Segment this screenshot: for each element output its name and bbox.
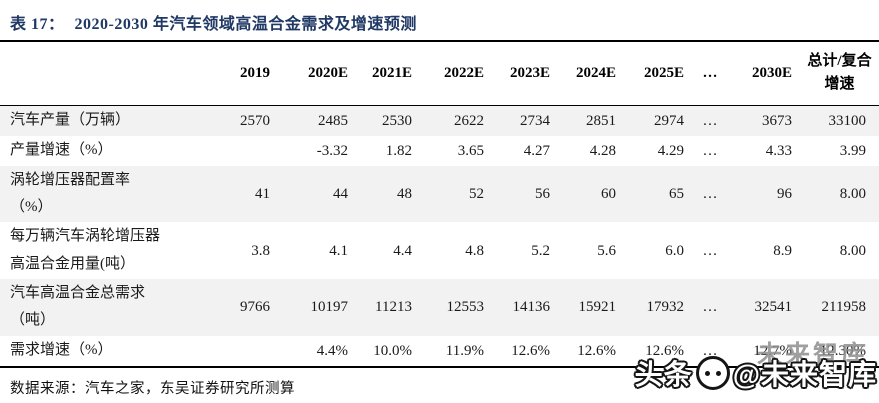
data-cell: 41 [255,186,270,203]
table-row: 产量增速（%） -3.32 1.82 3.65 4.27 4.28 4.29 … 4.33 3.9… [0,136,879,166]
table-title: 表 17： 2020-2030 年汽车领域高温合金需求及增速预测 [0,0,879,42]
data-cell: 3.65 [457,142,484,159]
data-cell: 56 [535,186,550,203]
source-note: 数据来源：汽车之家，东吴证券研究所测算 [10,380,295,397]
data-cell: 6.0 [665,242,684,259]
data-cell: 9766 [240,299,270,316]
row-label: 产量增速（%） [10,142,113,159]
watermark-suffix-text: @未来智库 [732,359,877,390]
data-cell: 3.99 [839,142,866,159]
data-cell: 4.28 [589,142,616,159]
data-cell: 8.00 [839,186,866,203]
data-cell: … [702,186,718,203]
column-header: 2030E [728,42,800,106]
corner-cell [0,42,218,106]
column-header: 2020E [278,42,356,106]
data-cell: 3673 [762,112,792,129]
column-header: 2021E [356,42,420,106]
watermark: 头条 @未来智库 [635,353,877,393]
data-cell: … [702,342,718,359]
header-row: 2019 2020E 2021E 2022E 2023E 2024E 2025E… 2030E… [0,42,879,106]
table-row: 需求增速（%） 4.4% 10.0% 11.9% 12.6% 12.6% 12.6% … 12.… [0,336,879,367]
watermark-ghost-text: 未来智库 [756,341,869,369]
column-header: 2025E [624,42,692,106]
data-cell: 4.4 [393,242,412,259]
data-cell: 4.8 [465,242,484,259]
data-cell: 12.6% [577,342,616,359]
table-row: 汽车产量（万辆） 2570 2485 2530 2622 2734 2851 2974 … 367… [0,105,879,136]
data-cell: 4.27 [523,142,550,159]
data-cell: 33100 [828,112,867,129]
data-cell: 17932 [646,299,685,316]
data-cell: 10.0% [373,342,412,359]
table-title-text: 2020-2030 年汽车领域高温合金需求及增速预测 [74,16,417,33]
watermark-prefix-text: 头条 [634,359,693,390]
data-cell: 2530 [382,112,412,129]
data-cell: 211958 [821,299,866,316]
table-row: 涡轮增压器配置率 （%） 41 44 48 52 56 60 65 … 96 8.00 [0,165,879,223]
data-cell: 65 [669,186,684,203]
data-cell: 15921 [578,299,617,316]
data-cell: … [702,112,718,129]
data-cell: 12553 [446,299,485,316]
row-label: 汽车产量（万辆） [10,111,131,128]
row-label: 需求增速（%） [10,342,113,359]
data-cell: 44 [333,186,348,203]
data-cell: 4.4% [316,342,348,359]
data-cell: 2851 [586,112,616,129]
data-cell: 4.29 [657,142,684,159]
data-cell: 48 [397,186,412,203]
data-cell: 8.00 [839,242,866,259]
data-cell: 2622 [454,112,484,129]
column-header: 2024E [558,42,624,106]
data-cell: 4.1 [329,242,348,259]
data-cell [218,336,278,367]
data-cell: 14136 [512,299,551,316]
data-cell: 2570 [240,112,270,129]
data-cell: 12.30% [819,342,866,359]
data-cell [218,136,278,166]
data-cell: 2734 [520,112,550,129]
data-cell: 5.2 [531,242,550,259]
data-cell: -3.32 [316,142,348,159]
column-header: 2022E [420,42,492,106]
data-cell: 5.6 [597,242,616,259]
data-cell: 10197 [310,299,349,316]
column-header: 2023E [492,42,558,106]
data-cell: 32541 [754,299,793,316]
data-cell: 3.8 [251,242,270,259]
column-header: 总计/复合增速 [800,42,879,106]
data-table: 2019 2020E 2021E 2022E 2023E 2024E 2025E… 2030E… [0,42,879,368]
data-cell: 11.9% [445,342,484,359]
table-row: 汽车高温合金总需求 （吨） 9766 10197 11213 12553 14136 159… [0,279,879,336]
data-cell: 96 [777,186,792,203]
row-label: 涡轮增压器配置率 （%） [10,171,131,216]
table-row: 每万辆汽车涡轮增压器 高温合金用量(吨） 3.8 4.1 4.4 4.8 5.2 5.6 6.… [0,222,879,279]
data-cell: … [702,299,718,316]
data-cell: 2485 [318,112,348,129]
data-cell: 11213 [375,299,412,316]
data-cell: 60 [601,186,616,203]
data-cell: … [702,142,718,159]
data-cell: 12.6% [511,342,550,359]
data-cell: 4.33 [765,142,792,159]
data-cell: 1.82 [385,142,412,159]
column-header: 2019 [218,42,278,106]
data-cell: 12.6% [645,342,684,359]
data-cell: … [702,242,718,259]
column-header: … [692,42,728,106]
data-cell: 8.9 [773,242,792,259]
row-label: 每万辆汽车涡轮增压器 高温合金用量(吨） [10,228,161,272]
data-cell: 12.7% [753,342,792,359]
data-cell: 2974 [654,112,684,129]
panda-face-logo-icon [695,356,730,390]
table-number: 表 17： [10,16,65,33]
row-label: 汽车高温合金总需求 （吨） [10,285,146,329]
data-cell: 52 [469,186,484,203]
